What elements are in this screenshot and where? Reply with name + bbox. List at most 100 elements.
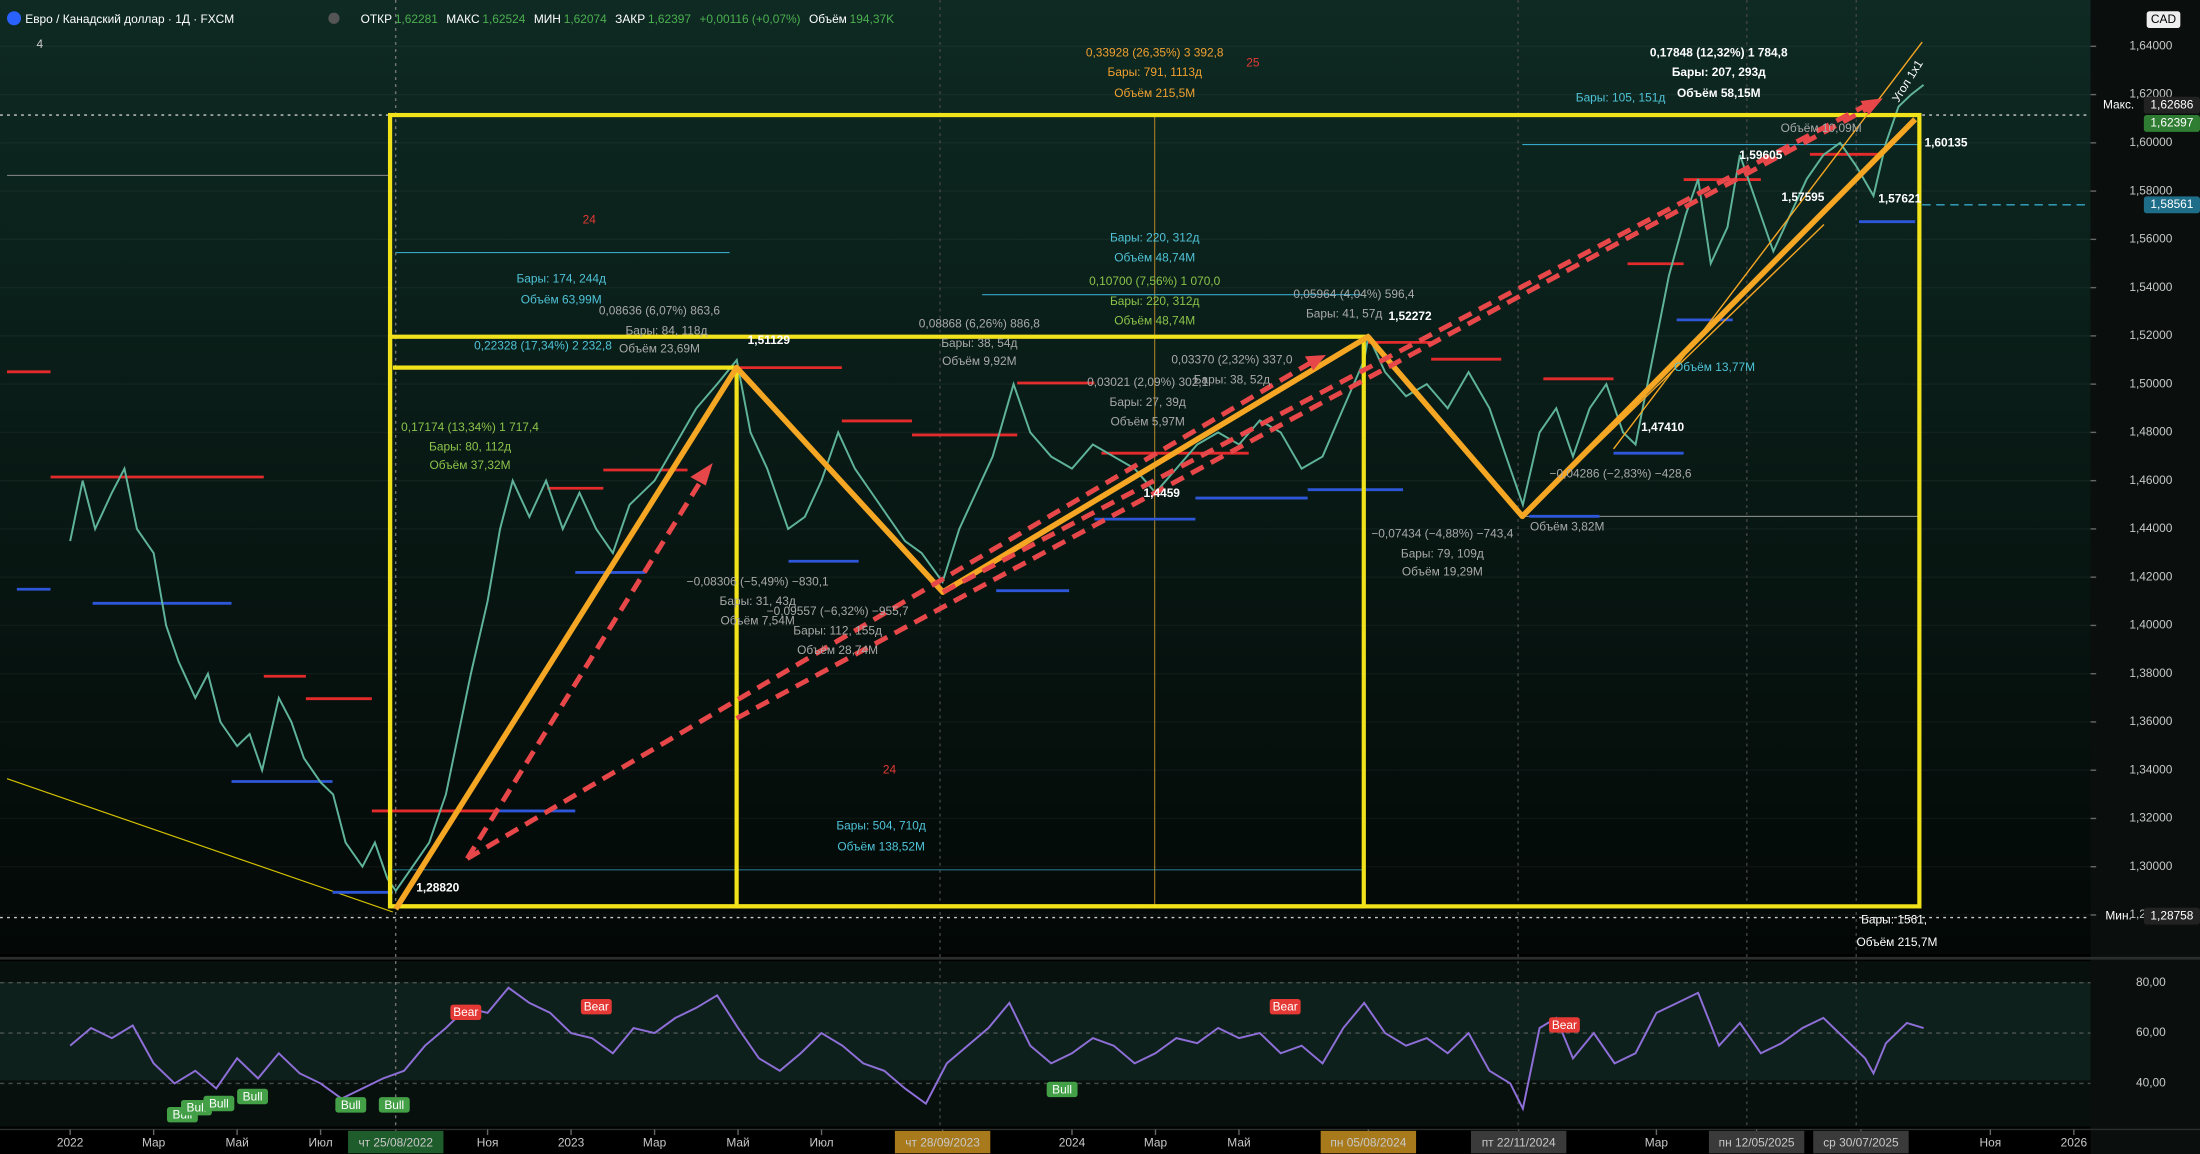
annotation: Бары: 27, 39д xyxy=(1110,395,1186,409)
annotation: Бары: 220, 312д xyxy=(1110,294,1200,308)
x-tick-highlight xyxy=(348,1130,444,1154)
annotation: Бары: 112, 155д xyxy=(793,624,882,638)
signal-label: Bull xyxy=(209,1096,229,1110)
annotation: 25 xyxy=(1246,55,1260,69)
annotation: Объём 19,29M xyxy=(1402,565,1483,579)
change: +0,00116 (+0,07%) xyxy=(699,12,800,26)
y-tick-label: 1,44000 xyxy=(2129,521,2172,535)
annotation: 0,03370 (2,32%) 337,0 xyxy=(1171,353,1293,367)
y-tick-label: 40,00 xyxy=(2136,1076,2166,1090)
level-price: 1,58561 xyxy=(2150,197,2193,211)
x-tick-highlight xyxy=(1813,1130,1909,1154)
last-price-bg xyxy=(2143,115,2200,132)
x-tick-label: Июл xyxy=(309,1136,333,1150)
x-tick-label: Ноя xyxy=(1980,1136,2002,1150)
field-label: ЗАКР xyxy=(615,12,645,26)
x-tick-label: 2026 xyxy=(2061,1136,2088,1150)
price-scale xyxy=(2090,0,2200,1154)
signal-label: Bear xyxy=(1273,1000,1298,1014)
annotation: Бары: 220, 312д xyxy=(1110,231,1200,245)
y-tick-label: 1,52000 xyxy=(2129,328,2172,342)
annotation: 1,4459 xyxy=(1144,486,1181,500)
annotation: Бары: 79, 109д xyxy=(1401,546,1484,560)
annotation: −0,07434 (−4,88%) −743,4 xyxy=(1371,527,1513,541)
trend-line xyxy=(6,778,394,913)
annotation: 24 xyxy=(883,762,897,776)
annotation: −0,09557 (−6,32%) −955,7 xyxy=(767,604,909,618)
x-tick-label: пн 05/08/2024 xyxy=(1330,1136,1406,1150)
y-tick-label: 1,38000 xyxy=(2129,666,2172,680)
signal-tag xyxy=(450,1004,482,1021)
annotation: 1,57621 xyxy=(1878,191,1921,205)
y-tick-label: 1,30000 xyxy=(2129,859,2172,873)
signal-tag xyxy=(1046,1081,1078,1098)
price-line xyxy=(69,986,1924,1112)
annotation: Бары: 38, 54д xyxy=(941,336,1017,350)
y-tick-label: 60,00 xyxy=(2136,1025,2166,1039)
icon xyxy=(328,12,340,24)
symbol: Евро / Канадский доллар · 1Д · FXCM xyxy=(25,12,234,26)
annotation: Объём 48,74M xyxy=(1114,250,1195,264)
max-value: 1,62686 xyxy=(2150,97,2193,111)
y-tick-label: 1,54000 xyxy=(2129,280,2172,294)
y-tick-label: 80,00 xyxy=(2136,975,2166,989)
y-tick-label: 1,56000 xyxy=(2129,232,2172,246)
arrow xyxy=(941,103,1868,595)
annotation: Бары: 31, 43д xyxy=(720,594,796,608)
signal-label: Bull xyxy=(384,1098,404,1112)
max-value-bg xyxy=(2143,96,2200,114)
x-tick-label: чт 25/08/2022 xyxy=(358,1136,433,1150)
signal-tag xyxy=(335,1097,367,1113)
x-tick-label: 2023 xyxy=(558,1136,585,1150)
y-tick-label: 1,46000 xyxy=(2129,473,2172,487)
annotation: 24 xyxy=(583,212,597,226)
y-tick-label: 1,60000 xyxy=(2129,135,2172,149)
arrow-head xyxy=(1860,98,1883,116)
annotation: Бары: 80, 112д xyxy=(429,440,511,454)
x-tick-highlight xyxy=(1708,1130,1805,1154)
x-tick-highlight xyxy=(894,1130,991,1154)
x-tick-label: Ноя xyxy=(477,1136,499,1150)
annotation: 0,22328 (17,34%) 2 232,8 xyxy=(474,339,612,353)
min-label: Мин. xyxy=(2105,908,2131,922)
annotation: Объём 5,97M xyxy=(1111,414,1185,428)
signal-label: Bull xyxy=(187,1101,207,1115)
x-tick-label: Июл xyxy=(809,1136,833,1150)
field-label: МАКС xyxy=(446,12,480,26)
annotation: 0,08868 (6,26%) 886,8 xyxy=(919,316,1041,330)
annotation: Объём 13,77M xyxy=(1674,360,1755,374)
y-tick-label: 1,64000 xyxy=(2129,38,2172,52)
annotation: Бары: 1561, xyxy=(1861,913,1927,927)
signal-label: Bull xyxy=(341,1098,361,1112)
x-tick-label: пт 22/11/2024 xyxy=(1482,1136,1556,1150)
zigzag xyxy=(393,117,1918,911)
field-value: 1,62524 xyxy=(482,12,525,26)
annotation: Объём 37,32M xyxy=(430,458,511,472)
signal-label: Bear xyxy=(1552,1018,1577,1032)
signal-label: Bear xyxy=(453,1005,478,1019)
annotation: Бары: 84, 118д xyxy=(625,323,707,337)
signal-tag xyxy=(237,1088,268,1105)
min-value: 1,28758 xyxy=(2150,908,2193,922)
annotation: Бары: 504, 710д xyxy=(836,819,926,833)
signal-tag xyxy=(203,1095,235,1112)
signal-tag xyxy=(580,998,612,1015)
annotation: Объём 215,7M xyxy=(1856,935,1937,949)
annotation: Бары: 174, 244д xyxy=(516,271,606,285)
drawings xyxy=(0,0,2091,1130)
indicators: 4 xyxy=(36,37,43,51)
annotation: Объём 48,74M xyxy=(1114,313,1195,327)
annotation: 1,47410 xyxy=(1641,420,1684,434)
field-value: 1,62074 xyxy=(564,12,607,26)
x-tick-label: Май xyxy=(225,1136,248,1150)
annotation: 0,33928 (26,35%) 3 392,8 xyxy=(1086,45,1224,59)
volume-label: Объём xyxy=(809,12,847,26)
annotation: −0,04286 (−2,83%) −428,6 xyxy=(1550,466,1692,480)
arrow xyxy=(735,107,1868,721)
x-tick-label: пн 12/05/2025 xyxy=(1719,1136,1795,1150)
annotation: Объём 3,82M xyxy=(1530,520,1604,534)
arrow-head xyxy=(1304,354,1326,371)
y-tick-label: 1,42000 xyxy=(2129,569,2172,583)
annotation: 1,28820 xyxy=(416,880,459,894)
annotation: 1,59605 xyxy=(1739,148,1782,162)
